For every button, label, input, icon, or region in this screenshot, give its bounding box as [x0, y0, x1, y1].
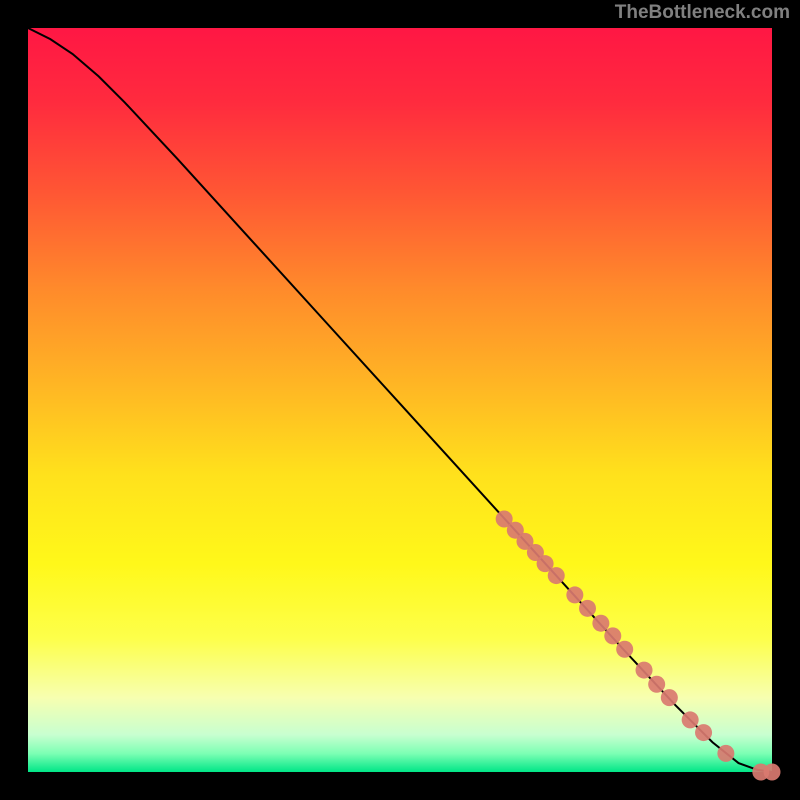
- data-marker: [717, 745, 734, 762]
- plot-background: [28, 28, 772, 772]
- data-marker: [661, 689, 678, 706]
- attribution-text: TheBottleneck.com: [615, 2, 790, 24]
- data-marker: [579, 600, 596, 617]
- data-marker: [682, 711, 699, 728]
- data-marker: [764, 764, 781, 781]
- data-marker: [548, 567, 565, 584]
- chart-svg: [0, 0, 800, 800]
- data-marker: [616, 641, 633, 658]
- chart-container: TheBottleneck.com: [0, 0, 800, 800]
- data-marker: [604, 627, 621, 644]
- data-marker: [592, 615, 609, 632]
- data-marker: [636, 662, 653, 679]
- data-marker: [566, 586, 583, 603]
- data-marker: [695, 724, 712, 741]
- data-marker: [648, 676, 665, 693]
